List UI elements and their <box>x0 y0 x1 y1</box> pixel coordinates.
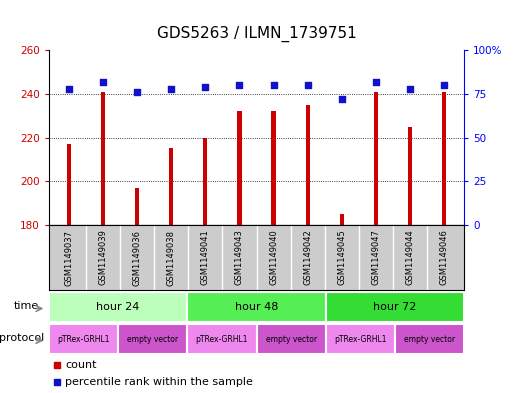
Point <box>235 82 244 88</box>
Point <box>133 89 142 95</box>
Text: GSM1149038: GSM1149038 <box>167 230 176 286</box>
Text: GSM1149045: GSM1149045 <box>337 230 346 285</box>
Text: GSM1149039: GSM1149039 <box>98 230 108 285</box>
Bar <box>306 105 310 225</box>
Bar <box>169 149 173 225</box>
Text: GSM1149046: GSM1149046 <box>439 230 448 285</box>
Text: empty vector: empty vector <box>127 334 178 343</box>
Text: pTRex-GRHL1: pTRex-GRHL1 <box>334 334 387 343</box>
Point <box>328 132 336 138</box>
Text: count: count <box>65 360 97 370</box>
Bar <box>395 324 464 354</box>
Point <box>328 291 336 297</box>
Text: empty vector: empty vector <box>266 334 317 343</box>
Bar <box>340 214 344 225</box>
Point <box>406 85 414 92</box>
Bar <box>49 292 187 322</box>
Text: hour 72: hour 72 <box>373 302 417 312</box>
Text: GSM1149042: GSM1149042 <box>303 230 312 285</box>
Point <box>167 85 175 92</box>
Point <box>65 85 73 92</box>
Bar <box>373 92 378 225</box>
Text: protocol: protocol <box>0 332 45 343</box>
Text: pTRex-GRHL1: pTRex-GRHL1 <box>195 334 248 343</box>
Text: hour 48: hour 48 <box>235 302 278 312</box>
Text: GSM1149040: GSM1149040 <box>269 230 278 285</box>
Point <box>338 96 346 102</box>
Point <box>440 82 448 88</box>
Text: percentile rank within the sample: percentile rank within the sample <box>65 377 253 387</box>
Point <box>269 82 278 88</box>
Text: GSM1149043: GSM1149043 <box>235 230 244 285</box>
Bar <box>187 292 326 322</box>
Bar <box>187 324 256 354</box>
Point <box>304 82 312 88</box>
Bar <box>49 324 118 354</box>
Text: time: time <box>14 301 40 310</box>
Bar <box>101 92 105 225</box>
Bar <box>238 111 242 225</box>
Bar <box>203 138 207 225</box>
Bar <box>408 127 412 225</box>
Text: empty vector: empty vector <box>404 334 455 343</box>
Point <box>99 78 107 84</box>
Text: GDS5263 / ILMN_1739751: GDS5263 / ILMN_1739751 <box>156 26 357 42</box>
Point <box>201 84 209 90</box>
Text: GSM1149047: GSM1149047 <box>371 230 380 285</box>
Bar <box>326 324 395 354</box>
Point <box>371 78 380 84</box>
Text: GSM1149036: GSM1149036 <box>133 230 142 286</box>
Text: GSM1149044: GSM1149044 <box>405 230 415 285</box>
Bar <box>326 292 464 322</box>
Text: GSM1149037: GSM1149037 <box>65 230 74 286</box>
Text: pTRex-GRHL1: pTRex-GRHL1 <box>57 334 110 343</box>
Bar <box>256 324 326 354</box>
Bar <box>271 111 275 225</box>
Bar <box>118 324 187 354</box>
Bar <box>135 188 140 225</box>
Text: GSM1149041: GSM1149041 <box>201 230 210 285</box>
Text: hour 24: hour 24 <box>96 302 140 312</box>
Bar <box>442 92 446 225</box>
Bar <box>67 144 71 225</box>
